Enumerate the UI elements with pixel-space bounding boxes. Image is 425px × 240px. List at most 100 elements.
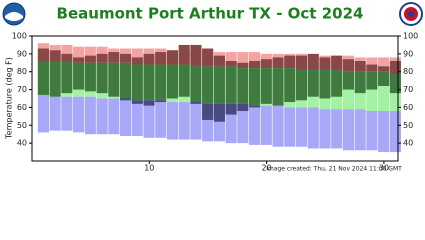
record-low-range [73, 96, 85, 133]
record-low-range [108, 98, 120, 135]
record-high-range [73, 46, 85, 63]
observed-within-normal [272, 68, 284, 106]
observed-above-normal [272, 57, 284, 69]
observed-above-normal [155, 52, 167, 65]
record-low-range [178, 102, 190, 140]
y-tick-label: 80 [403, 67, 413, 76]
record-low-range [202, 103, 214, 142]
y-tick-label: 40 [403, 139, 413, 148]
normal-range [366, 71, 378, 111]
y-tick-label: 60 [403, 103, 413, 112]
record-low-range [354, 109, 366, 151]
record-high-range [61, 44, 73, 61]
record-low-range [342, 109, 354, 151]
image-note: Image created: Thu, 21 Nov 2024 11:00 GM… [266, 166, 402, 173]
observed-within-normal [260, 68, 272, 104]
observed-below-normal [143, 100, 155, 106]
observed-within-normal [237, 68, 249, 104]
observed-below-normal [237, 103, 249, 111]
observed-above-normal [108, 52, 120, 63]
observed-above-normal [331, 55, 343, 70]
record-high-range [225, 52, 237, 67]
observed-above-normal [178, 44, 190, 65]
y-tick-label: 100 [403, 32, 418, 41]
record-low-range [389, 111, 401, 153]
observed-above-normal [295, 55, 308, 70]
y-tick-label: 80 [17, 67, 27, 76]
observed-above-normal [366, 64, 378, 72]
record-low-range [295, 107, 308, 147]
observed-within-normal [61, 61, 73, 94]
record-low-range [319, 109, 331, 149]
plot-frame [31, 35, 399, 162]
record-low-range [119, 98, 132, 136]
observed-above-normal [319, 57, 331, 70]
noaa-logo [2, 2, 26, 26]
observed-above-normal [354, 61, 366, 72]
record-high-range [378, 57, 390, 72]
observed-above-normal [342, 59, 354, 72]
record-low-range [272, 105, 284, 147]
record-low-range [166, 102, 179, 140]
record-low-range [225, 103, 237, 144]
observed-above-normal [378, 66, 390, 72]
normal-range [378, 71, 390, 111]
observed-below-normal [202, 103, 214, 120]
observed-above-normal [84, 55, 96, 63]
observed-below-normal [225, 103, 237, 115]
observed-above-normal [284, 55, 296, 69]
y-axis-label: Temperature (deg F) [5, 57, 14, 140]
record-low-range [49, 96, 61, 131]
observed-within-normal [284, 68, 296, 103]
nws-logo [399, 2, 423, 26]
observed-above-normal [260, 59, 272, 69]
observed-within-normal [389, 73, 401, 94]
y-tick-label: 90 [17, 49, 27, 58]
observed-below-normal [155, 100, 167, 103]
x-tick-label: 10 [144, 164, 154, 173]
observed-above-normal [131, 57, 143, 65]
observed-above-normal [61, 53, 73, 61]
observed-within-normal [178, 64, 190, 97]
observed-within-normal [331, 69, 343, 97]
observed-within-normal [166, 64, 179, 99]
record-low-range [61, 96, 73, 131]
observed-within-normal [202, 66, 214, 104]
y-tick-label: 40 [17, 139, 27, 148]
observed-below-normal [249, 105, 261, 108]
observed-within-normal [307, 69, 319, 97]
observed-above-normal [73, 57, 85, 63]
observed-above-normal [307, 53, 319, 70]
record-low-range [143, 100, 155, 138]
observed-within-normal [131, 64, 143, 101]
observed-within-normal [37, 61, 49, 95]
normal-range [342, 71, 354, 110]
observed-above-normal [37, 48, 49, 61]
y-tick-label: 70 [17, 85, 27, 94]
observed-above-normal [49, 50, 61, 61]
observed-within-normal [378, 71, 390, 86]
chart: Beaumont Port Arthur TX - Oct 2024 Tempe… [2, 2, 423, 173]
plot-area: 40 40 50 50 60 60 70 70 80 80 90 90 100 100 10 20 30 [12, 32, 419, 173]
observed-within-normal [84, 62, 96, 92]
observed-below-normal [131, 100, 143, 104]
record-low-range [213, 103, 225, 142]
y-tick-label: 50 [17, 121, 27, 130]
observed-above-normal [190, 44, 202, 67]
observed-within-normal [73, 62, 85, 90]
observed-within-normal [96, 62, 108, 94]
y-tick-label: 90 [403, 49, 413, 58]
observed-within-normal [366, 71, 378, 90]
record-low-range [37, 94, 49, 133]
record-low-range [96, 98, 108, 135]
observed-below-normal [190, 102, 202, 104]
x-tick-label: 20 [262, 164, 272, 173]
observed-above-normal [143, 53, 155, 65]
record-low-range [378, 111, 390, 153]
record-low-range [155, 100, 167, 138]
observed-above-normal [119, 53, 132, 63]
observed-within-normal [354, 71, 366, 94]
y-tick-label: 100 [12, 32, 27, 41]
record-low-range [249, 105, 261, 145]
x-tick-label: 30 [379, 164, 389, 173]
